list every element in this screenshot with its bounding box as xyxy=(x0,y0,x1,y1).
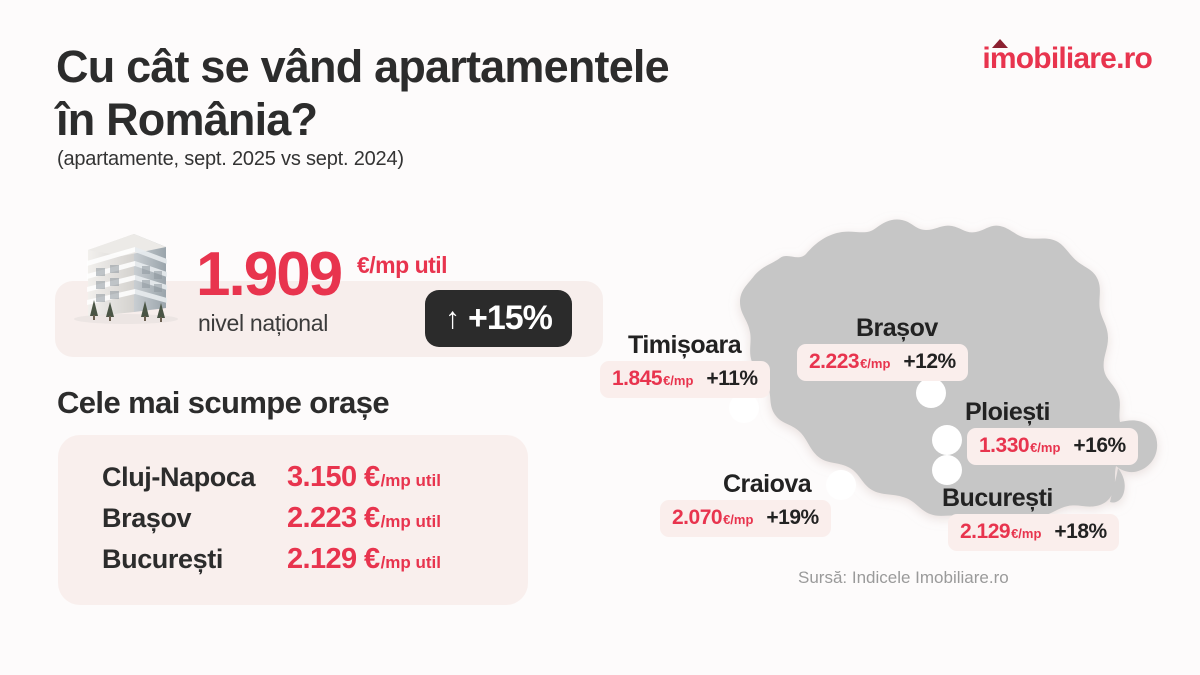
map-growth-brasov: +12% xyxy=(903,350,956,373)
map-unit-timisoara: €/mp xyxy=(663,373,694,388)
map-label-ploiesti: Ploiești xyxy=(965,398,1050,426)
map-unit-ploiesti: €/mp xyxy=(1030,440,1061,455)
cities-section-heading: Cele mai scumpe orașe xyxy=(57,385,390,420)
logo-text-rest: obiliare.ro xyxy=(1015,42,1153,75)
cities-panel: Cluj-Napoca 3.150 € /mp util Brașov 2.22… xyxy=(58,435,528,605)
map-label-bucuresti: București xyxy=(942,484,1053,512)
city-price: 2.129 € xyxy=(287,543,380,575)
page-subtitle: (apartamente, sept. 2025 vs sept. 2024) xyxy=(57,148,404,170)
map-growth-craiova: +19% xyxy=(766,506,819,529)
map-label-timisoara: Timișoara xyxy=(628,331,742,359)
apartment-building-illustration xyxy=(74,234,178,324)
page-title-line-2: în România? xyxy=(56,94,318,146)
city-unit: /mp util xyxy=(380,471,442,490)
map-pill-timisoara: 1.845 €/mp +11% xyxy=(600,361,770,398)
city-dot-ploiesti xyxy=(932,425,962,455)
map-growth-timisoara: +11% xyxy=(706,367,758,390)
map-label-brasov: Brașov xyxy=(856,314,938,342)
city-unit: /mp util xyxy=(380,512,442,531)
source-note: Sursă: Indicele Imobiliare.ro xyxy=(798,568,1009,587)
map-unit-bucuresti: €/mp xyxy=(1011,526,1042,541)
city-price: 2.223 € xyxy=(287,502,380,534)
map-pill-brasov: 2.223 €/mp +12% xyxy=(797,344,968,381)
page-title: Cu cât se vând apartamentele în România? xyxy=(56,40,876,146)
national-growth-badge: ↑ +15% xyxy=(425,290,572,347)
logo-house-icon: m xyxy=(989,39,1017,75)
arrow-up-icon: ↑ xyxy=(445,301,460,335)
city-unit: /mp util xyxy=(380,553,442,572)
map-price-timisoara: 1.845 xyxy=(612,367,663,390)
map-price-ploiesti: 1.330 xyxy=(979,434,1030,457)
map-price-brasov: 2.223 xyxy=(809,350,860,373)
logo-text-i: i xyxy=(982,42,990,75)
city-dot-bucuresti xyxy=(932,455,962,485)
map-growth-ploiesti: +16% xyxy=(1073,434,1126,457)
city-dot-timisoara xyxy=(729,393,759,423)
map-price-craiova: 2.070 xyxy=(672,506,723,529)
national-growth-value: +15% xyxy=(468,299,553,337)
map-unit-brasov: €/mp xyxy=(860,356,891,371)
national-price-value: 1.909 xyxy=(196,240,343,309)
city-name: București xyxy=(102,544,223,574)
city-row: București 2.129 € /mp util xyxy=(58,543,528,584)
map-price-bucuresti: 2.129 xyxy=(960,520,1011,543)
national-price-label: nivel național xyxy=(198,310,329,336)
map-label-craiova: Craiova xyxy=(723,470,812,498)
imobiliare-logo[interactable]: i m obiliare.ro xyxy=(982,39,1153,76)
map-growth-bucuresti: +18% xyxy=(1054,520,1107,543)
map-pill-bucuresti: 2.129 €/mp +18% xyxy=(948,514,1119,551)
map-pill-ploiesti: 1.330 €/mp +16% xyxy=(967,428,1138,465)
national-price-unit: €/mp util xyxy=(357,252,448,278)
city-name: Cluj-Napoca xyxy=(102,462,256,492)
page-title-line-1: Cu cât se vând apartamentele xyxy=(56,41,670,92)
city-row: Cluj-Napoca 3.150 € /mp util xyxy=(58,461,528,502)
city-price: 3.150 € xyxy=(287,461,380,493)
city-dot-brasov xyxy=(916,378,946,408)
city-name: Brașov xyxy=(102,503,192,533)
map-unit-craiova: €/mp xyxy=(723,512,754,527)
map-pill-craiova: 2.070 €/mp +19% xyxy=(660,500,831,537)
city-row: Brașov 2.223 € /mp util xyxy=(58,502,528,543)
city-dot-craiova xyxy=(826,470,856,500)
